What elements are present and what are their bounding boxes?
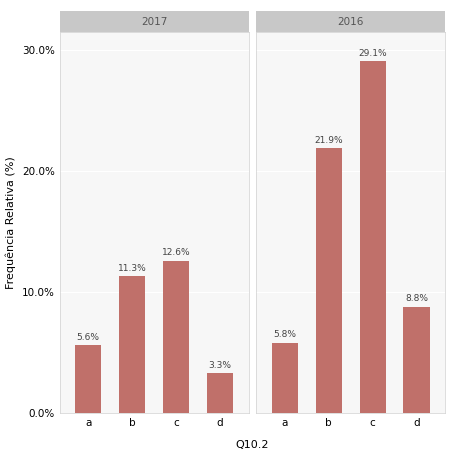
Bar — [60, 11, 249, 32]
Y-axis label: Frequência Relativa (%): Frequência Relativa (%) — [6, 156, 17, 289]
Text: 11.3%: 11.3% — [118, 264, 146, 273]
Text: 8.8%: 8.8% — [405, 294, 428, 303]
Bar — [119, 276, 146, 413]
Text: 3.3%: 3.3% — [208, 361, 232, 369]
Bar — [316, 148, 342, 413]
Bar — [163, 261, 189, 413]
Bar — [75, 345, 101, 413]
Text: 12.6%: 12.6% — [162, 248, 190, 257]
Bar — [207, 373, 233, 413]
Text: 21.9%: 21.9% — [314, 135, 343, 145]
Text: Q10.2: Q10.2 — [236, 440, 269, 450]
Bar — [403, 307, 430, 413]
Text: 2016: 2016 — [337, 17, 364, 27]
Text: 5.6%: 5.6% — [77, 333, 100, 342]
Bar — [359, 61, 386, 413]
Bar — [272, 343, 298, 413]
Text: 2017: 2017 — [141, 17, 168, 27]
Bar — [256, 11, 445, 32]
Text: 29.1%: 29.1% — [358, 49, 387, 57]
Text: 5.8%: 5.8% — [273, 330, 297, 339]
